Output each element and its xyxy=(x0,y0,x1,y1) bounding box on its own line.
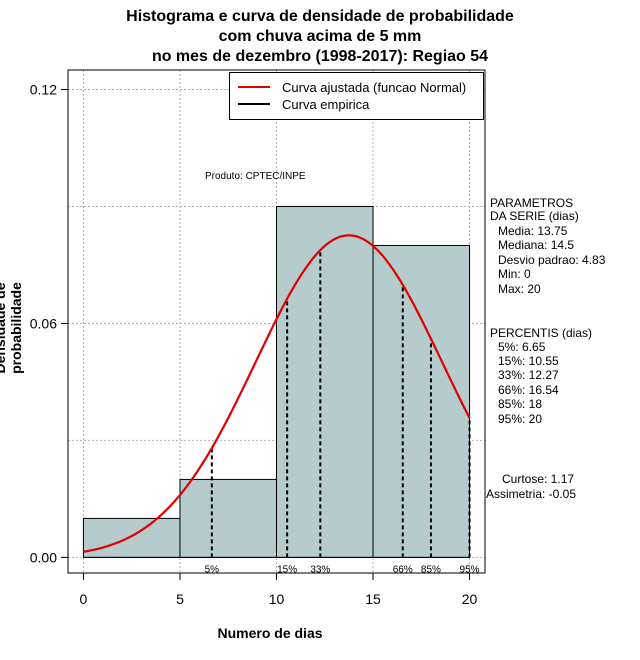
percentil-15: 15%: 10.55 xyxy=(498,354,559,368)
percentil-33: 33%: 12.27 xyxy=(498,368,559,382)
y-axis-label: Densidade de probabilidade xyxy=(0,282,24,374)
legend-label-empirical: Curva empirica xyxy=(282,96,370,112)
legend-swatch-empirical xyxy=(238,103,270,105)
percentil-66: 66%: 16.54 xyxy=(498,383,559,397)
chart-title-line3: no mes de dezembro (1998-2017): Regiao 5… xyxy=(151,48,489,65)
assimetria-value: Assimetria: -0.05 xyxy=(486,487,577,501)
histogram-bar-2 xyxy=(276,205,374,558)
parameter-desvio: Desvio padrao: 4.83 xyxy=(498,253,606,267)
legend-item-empirical: Curva empirica xyxy=(238,96,369,112)
percentile-label-0: 5% xyxy=(205,564,220,575)
x-tick-label-0: 0 xyxy=(80,591,88,607)
percentil-5: 5%: 6.65 xyxy=(498,340,546,354)
percentile-label-3: 66% xyxy=(393,564,413,575)
fitted-normal-curve xyxy=(83,234,471,553)
legend-label-fitted: Curva ajustada (funcao Normal) xyxy=(282,79,467,95)
parameters-heading2: DA SERIE (dias) xyxy=(490,209,579,223)
parameter-min: Min: 0 xyxy=(498,267,531,281)
percentile-label-1: 15% xyxy=(277,564,297,575)
chart-title-line2: com chuva acima de 5 mm xyxy=(218,28,422,45)
chart-title-line1: Histograma e curva de densidade de proba… xyxy=(126,8,514,25)
histogram-bar-0 xyxy=(82,517,181,558)
chart-legend: Curva ajustada (funcao Normal) Curva emp… xyxy=(229,72,484,120)
histogram-bar-3 xyxy=(372,244,471,558)
x-tick-label-3: 15 xyxy=(365,591,381,607)
curtose-value: Curtose: 1.17 xyxy=(502,472,575,486)
percentil-95: 95%: 20 xyxy=(498,412,543,426)
parameters-heading1: PARAMETROS xyxy=(490,196,574,210)
product-label: Produto: CPTEC/INPE xyxy=(205,171,306,182)
percentile-label-4: 85% xyxy=(421,564,441,575)
parameter-media: Media: 13.75 xyxy=(498,224,568,238)
parameter-mediana: Mediana: 14.5 xyxy=(498,238,575,252)
y-tick-label-2: 0.12 xyxy=(30,81,57,97)
x-tick-label-4: 20 xyxy=(462,591,478,607)
y-tick-label-0: 0.00 xyxy=(30,549,57,565)
percentis-heading: PERCENTIS (dias) xyxy=(490,326,593,340)
histogram-bar-1 xyxy=(179,478,278,558)
percentile-label-2: 33% xyxy=(310,564,330,575)
x-tick-label-1: 5 xyxy=(176,591,184,607)
legend-item-fitted: Curva ajustada (funcao Normal) xyxy=(238,79,466,95)
legend-swatch-fitted xyxy=(238,86,270,88)
percentile-label-5: 95% xyxy=(460,564,480,575)
parameter-max: Max: 20 xyxy=(498,282,541,296)
y-tick-label-1: 0.06 xyxy=(30,315,57,331)
x-tick-label-2: 10 xyxy=(269,591,285,607)
x-axis-label: Numero de dias xyxy=(217,625,323,641)
percentil-85: 85%: 18 xyxy=(498,397,543,411)
